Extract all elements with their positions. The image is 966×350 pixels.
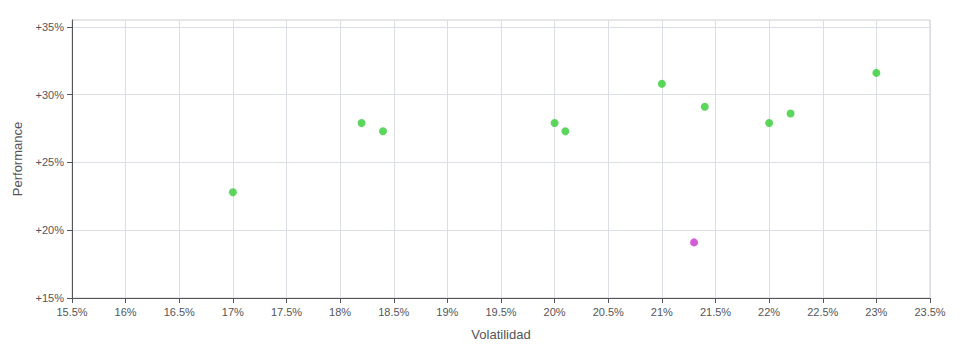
svg-text:16.5%: 16.5%	[164, 306, 195, 318]
svg-text:20.5%: 20.5%	[593, 306, 624, 318]
svg-text:18%: 18%	[329, 306, 351, 318]
svg-text:Performance: Performance	[10, 122, 25, 196]
svg-text:16%: 16%	[115, 306, 137, 318]
svg-text:+25%: +25%	[36, 156, 65, 168]
svg-text:+30%: +30%	[36, 89, 65, 101]
svg-text:20%: 20%	[544, 306, 566, 318]
svg-text:+20%: +20%	[36, 224, 65, 236]
svg-text:18.5%: 18.5%	[378, 306, 409, 318]
svg-text:17.5%: 17.5%	[271, 306, 302, 318]
svg-text:23.5%: 23.5%	[914, 306, 945, 318]
svg-text:19%: 19%	[436, 306, 458, 318]
svg-text:15.5%: 15.5%	[56, 306, 87, 318]
svg-text:+35%: +35%	[36, 21, 65, 33]
svg-text:+15%: +15%	[36, 292, 65, 304]
svg-text:21.5%: 21.5%	[700, 306, 731, 318]
svg-text:21%: 21%	[651, 306, 673, 318]
svg-text:22.5%: 22.5%	[807, 306, 838, 318]
svg-text:Volatilidad: Volatilidad	[471, 327, 530, 342]
svg-text:19.5%: 19.5%	[485, 306, 516, 318]
svg-text:22%: 22%	[758, 306, 780, 318]
svg-text:17%: 17%	[222, 306, 244, 318]
svg-text:23%: 23%	[865, 306, 887, 318]
